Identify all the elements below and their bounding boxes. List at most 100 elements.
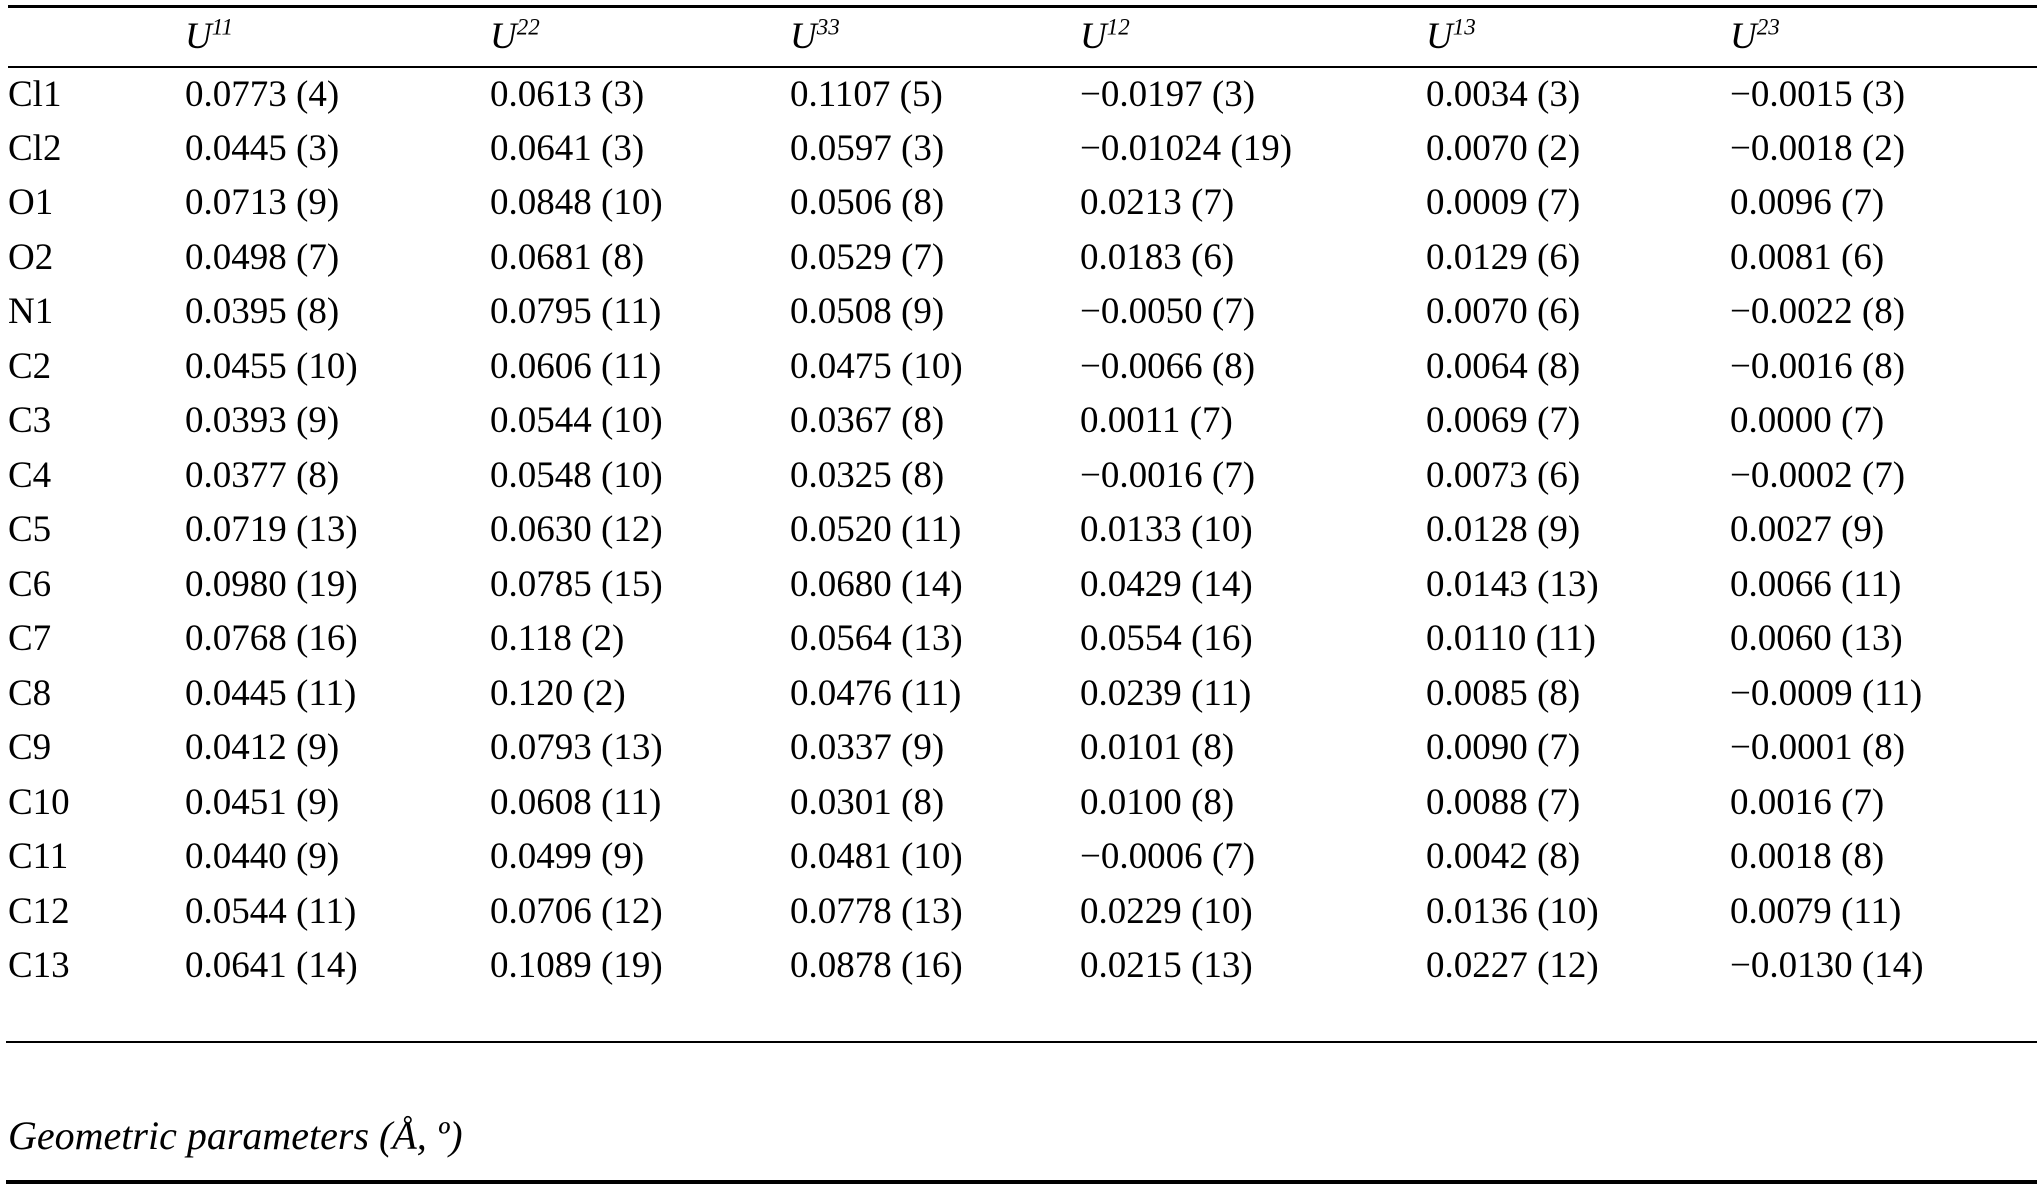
table-row: C10 0.0451 (9) 0.0608 (11) 0.0301 (8) 0.0100… [8,775,2037,830]
value-cell: 0.0301 (8) [790,781,945,823]
header-superscript: 22 [516,14,540,40]
header-superscript: 23 [1756,14,1780,40]
table-row: C2 0.0455 (10) 0.0606 (11) 0.0475 (10) −0.00… [8,339,2037,394]
value-cell: 0.0393 (9) [185,400,340,442]
value-cell: 0.0481 (10) [790,836,963,878]
column-header-U12: U12 [1080,5,1426,68]
atom-label: C7 [8,618,52,660]
value-cell: 0.0475 (10) [790,345,963,387]
value-cell: 0.0499 (9) [490,836,645,878]
table-row: O2 0.0498 (7) 0.0681 (8) 0.0529 (7) 0.0183 (… [8,230,2037,285]
value-cell: 0.0785 (15) [490,563,663,605]
value-cell: 0.0143 (13) [1426,563,1599,605]
atom-label: C9 [8,727,52,769]
table-row: C8 0.0445 (11) 0.120 (2) 0.0476 (11) 0.0239 … [8,666,2037,721]
header-superscript: 13 [1452,14,1476,40]
value-cell: 0.0110 (11) [1426,618,1596,660]
column-header-U13: U13 [1426,5,1730,68]
value-cell: 0.0613 (3) [490,73,645,115]
value-cell: 0.0016 (7) [1730,781,1885,823]
atom-label: Cl1 [8,73,62,115]
table-row: C11 0.0440 (9) 0.0499 (9) 0.0481 (10) −0.000… [8,830,2037,885]
anisotropic-displacement-table: U11 U22 U33 U12 U13 U23 Cl1 0.0773 (4) 0.0613 (… [8,5,2037,993]
value-cell: 0.118 (2) [490,618,625,660]
value-cell: 0.0773 (4) [185,73,340,115]
section-caption: Geometric parameters (Å, º) [8,1112,463,1160]
value-cell: 0.0630 (12) [490,509,663,551]
value-cell: 0.0641 (3) [490,127,645,169]
value-cell: 0.0681 (8) [490,236,645,278]
value-cell: 0.1089 (19) [490,945,663,987]
value-cell: −0.0002 (7) [1730,454,1906,496]
atom-label: O2 [8,236,54,278]
table-row: C3 0.0393 (9) 0.0544 (10) 0.0367 (8) 0.0011 … [8,394,2037,449]
table-row: O1 0.0713 (9) 0.0848 (10) 0.0506 (8) 0.0213 … [8,176,2037,231]
value-cell: 0.0377 (8) [185,454,340,496]
section-caption-text: Geometric parameters (Å, º) [8,1113,463,1158]
value-cell: −0.0022 (8) [1730,291,1906,333]
value-cell: 0.0564 (13) [790,618,963,660]
value-cell: 0.0060 (13) [1730,618,1903,660]
value-cell: 0.0778 (13) [790,890,963,932]
header-symbol: U [490,16,517,58]
value-cell: 0.0606 (11) [490,345,662,387]
column-header-U33: U33 [790,5,1080,68]
value-cell: 0.0548 (10) [490,454,663,496]
atom-label: C13 [8,945,70,987]
value-cell: 0.0073 (6) [1426,454,1581,496]
value-cell: 0.0878 (16) [790,945,963,987]
atom-label: C10 [8,781,70,823]
value-cell: −0.0001 (8) [1730,727,1906,769]
value-cell: 0.0445 (11) [185,672,357,714]
value-cell: −0.0016 (7) [1080,454,1256,496]
column-header-U11: U11 [185,5,490,68]
value-cell: 0.0451 (9) [185,781,340,823]
value-cell: 0.0719 (13) [185,509,358,551]
atom-label: Cl2 [8,127,62,169]
value-cell: 0.0042 (8) [1426,836,1581,878]
value-cell: 0.0455 (10) [185,345,358,387]
value-cell: 0.0597 (3) [790,127,945,169]
header-symbol: U [185,16,212,58]
value-cell: 0.0325 (8) [790,454,945,496]
atom-label: O1 [8,182,54,224]
value-cell: −0.0006 (7) [1080,836,1256,878]
value-cell: 0.1107 (5) [790,73,943,115]
value-cell: 0.0795 (11) [490,291,662,333]
table-row: C4 0.0377 (8) 0.0548 (10) 0.0325 (8) −0.0016… [8,448,2037,503]
value-cell: 0.0128 (9) [1426,509,1581,551]
value-cell: 0.0034 (3) [1426,73,1581,115]
value-cell: 0.0641 (14) [185,945,358,987]
value-cell: −0.0009 (11) [1730,672,1923,714]
table-row: C12 0.0544 (11) 0.0706 (12) 0.0778 (13) 0.02… [8,884,2037,939]
value-cell: 0.0848 (10) [490,182,663,224]
table-row: C6 0.0980 (19) 0.0785 (15) 0.0680 (14) 0.042… [8,557,2037,612]
value-cell: 0.0066 (11) [1730,563,1902,605]
value-cell: 0.0009 (7) [1426,182,1581,224]
value-cell: −0.0015 (3) [1730,73,1906,115]
header-symbol: U [1426,16,1453,58]
column-header-U22: U22 [490,5,790,68]
table-row: N1 0.0395 (8) 0.0795 (11) 0.0508 (9) −0.0050… [8,285,2037,340]
header-symbol: U [1730,16,1757,58]
value-cell: 0.0680 (14) [790,563,963,605]
value-cell: −0.0066 (8) [1080,345,1256,387]
bottom-rule [6,1180,2037,1184]
value-cell: 0.0070 (2) [1426,127,1581,169]
value-cell: −0.0050 (7) [1080,291,1256,333]
value-cell: 0.0520 (11) [790,509,962,551]
value-cell: 0.0793 (13) [490,727,663,769]
atom-label: C12 [8,890,70,932]
value-cell: 0.0529 (7) [790,236,945,278]
table-row: Cl2 0.0445 (3) 0.0641 (3) 0.0597 (3) −0.0102… [8,121,2037,176]
value-cell: 0.0544 (11) [185,890,357,932]
value-cell: 0.0412 (9) [185,727,340,769]
atom-label: C4 [8,454,52,496]
header-symbol: U [1080,16,1107,58]
value-cell: 0.0395 (8) [185,291,340,333]
value-cell: 0.120 (2) [490,672,626,714]
value-cell: 0.0027 (9) [1730,509,1885,551]
value-cell: 0.0429 (14) [1080,563,1253,605]
value-cell: 0.0101 (8) [1080,727,1235,769]
